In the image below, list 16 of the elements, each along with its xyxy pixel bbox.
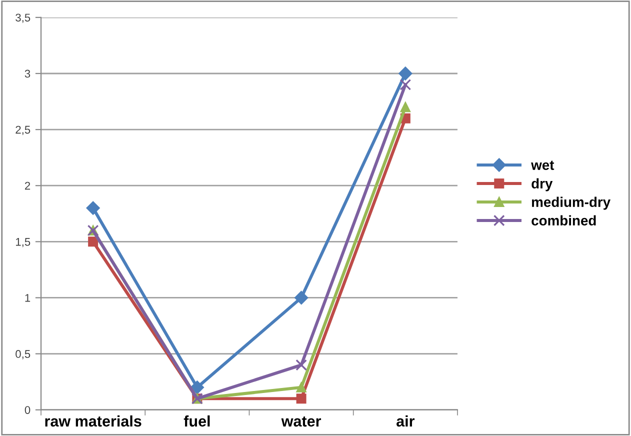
legend-label: medium-dry: [532, 196, 610, 210]
x-tick-label: air: [396, 415, 415, 427]
y-tick-label: 0,5: [16, 350, 30, 360]
y-tick-label: 3,5: [16, 14, 30, 23]
y-tick-label: 1: [25, 294, 30, 302]
x-tick-label: raw materials: [45, 415, 142, 427]
y-tick-label: 0: [24, 406, 30, 414]
legend-label: dry: [532, 178, 553, 192]
y-tick-label: 3: [24, 70, 30, 78]
legend-label: wet: [531, 160, 554, 170]
y-tick-label: 1,5: [16, 238, 30, 248]
y-tick-label: 2: [24, 182, 30, 190]
y-tick-label: 2,5: [16, 126, 30, 135]
legend-label: combined: [532, 215, 596, 226]
x-tick-label: fuel: [184, 415, 210, 427]
x-tick-label: water: [281, 416, 322, 427]
